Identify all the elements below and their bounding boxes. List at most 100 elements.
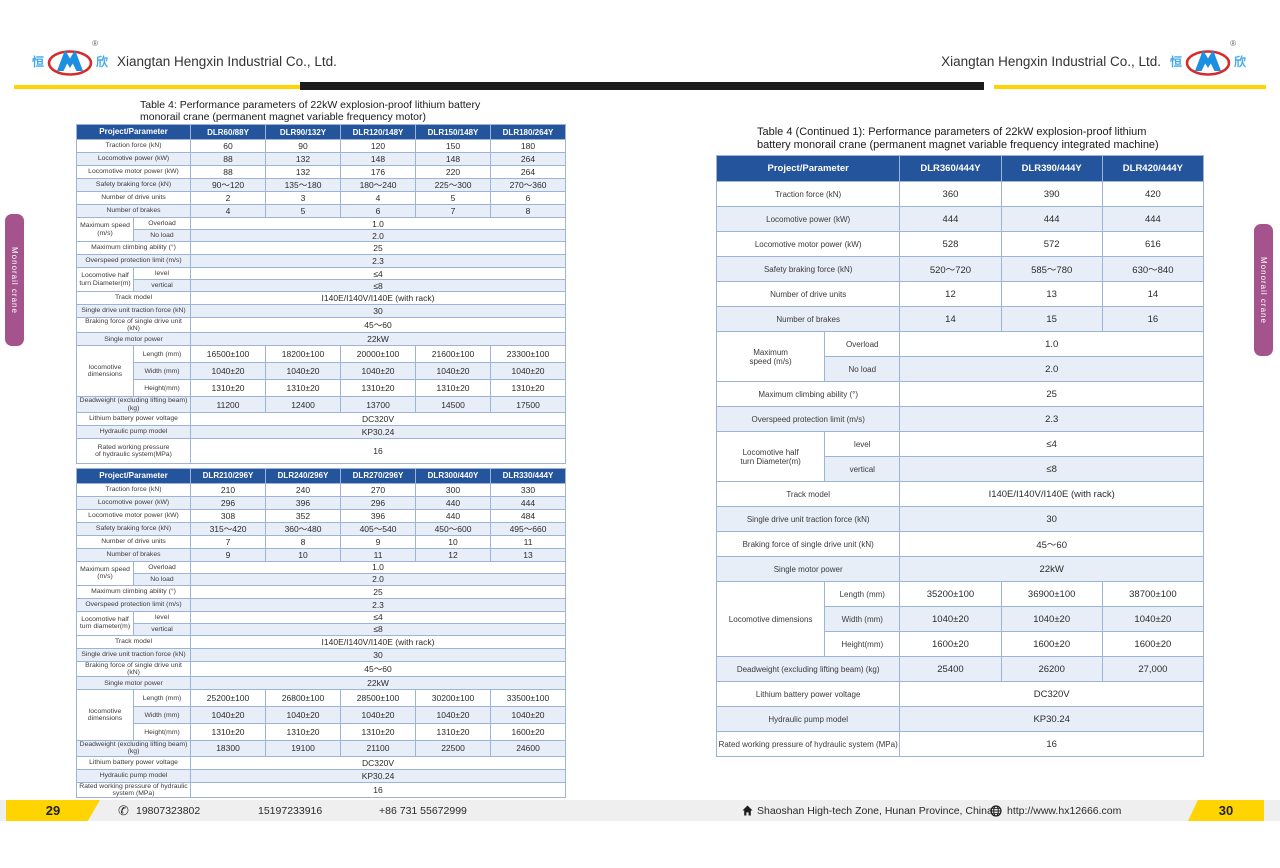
table-row: Locomotive power (kW) 444 444 444 bbox=[715, 206, 1205, 232]
table-header-row: Project/Parameter DLR60/88Y DLR90/132Y DLR1… bbox=[75, 124, 567, 140]
table4-title-line1: Table 4: Performance parameters of 22kW … bbox=[140, 99, 481, 111]
table-cell: 1310±20 bbox=[190, 379, 267, 398]
column-header-model: DLR360/444Y bbox=[899, 155, 1002, 182]
row-group-label: Locomotive half turn Diameter(m) bbox=[715, 431, 826, 482]
column-header: Project/Parameter bbox=[75, 467, 192, 484]
right-page-table: Project/Parameter DLR360/444Y DLR390/444Y D… bbox=[715, 155, 1205, 757]
row-label: Locomotive motor power (kW) bbox=[715, 231, 901, 257]
table-cell: 16500±100 bbox=[190, 345, 267, 364]
table-cell: 176 bbox=[340, 165, 417, 179]
table-row: vertical ≤8 bbox=[77, 279, 567, 292]
address-text: Shaoshan High-tech Zone, Hunan Province,… bbox=[757, 804, 993, 817]
table-cell: 7 bbox=[190, 534, 267, 549]
hengxin-logo: 恒 欣 ® bbox=[32, 39, 108, 78]
table-cell: 8 bbox=[265, 534, 342, 549]
table-cell: 33500±100 bbox=[490, 689, 567, 708]
company-name-right: Xiangtan Hengxin Industrial Co., Ltd. bbox=[941, 53, 1161, 69]
row-label: Rated working pressure of hydraulic syst… bbox=[75, 437, 192, 464]
table-row: Track model I140E/I140V/I140E (with rack) bbox=[75, 634, 567, 649]
table-cell: 132 bbox=[265, 165, 342, 179]
table-cell: 1310±20 bbox=[415, 379, 492, 398]
table-cell: 26200 bbox=[1000, 656, 1103, 682]
table4-continued-title: Table 4 (Continued 1): Performance param… bbox=[757, 126, 1159, 151]
table-cell: 20000±100 bbox=[340, 345, 417, 364]
table-row: Number of drive units 2 3 4 5 6 bbox=[75, 191, 567, 205]
column-header-model: DLR120/148Y bbox=[340, 124, 417, 140]
table-cell: 1600±20 bbox=[1101, 631, 1205, 657]
row-group-label: Maximum speed (m/s) bbox=[715, 331, 826, 382]
row-label: Traction force (kN) bbox=[75, 482, 192, 497]
table-cell: 9 bbox=[340, 534, 417, 549]
table-row: Single drive unit traction force (kN) 30 bbox=[75, 304, 567, 318]
table-cell: 1310±20 bbox=[415, 723, 492, 742]
row-label: Single motor power bbox=[715, 556, 901, 582]
table-cell: 88 bbox=[190, 152, 267, 166]
table-cell: 1040±20 bbox=[415, 362, 492, 381]
table-row: Braking force of single drive unit (kN) 4… bbox=[75, 660, 567, 678]
table-row: Rated working pressure of hydraulic syst… bbox=[75, 437, 567, 464]
row-label: Single motor power bbox=[75, 676, 192, 691]
row-label: Safety braking force (kN) bbox=[715, 256, 901, 282]
table-cell: 135～180 bbox=[265, 178, 342, 192]
table-cell: 405～540 bbox=[340, 521, 417, 536]
table-row: Lithium battery power voltage DC320V bbox=[75, 411, 567, 426]
table-cell-span: 45～60 bbox=[190, 660, 567, 678]
table-cell: 1040±20 bbox=[340, 362, 417, 381]
row-label: Number of brakes bbox=[715, 306, 901, 332]
row-sub-label: Overload bbox=[132, 560, 192, 574]
table-cell-span: I140E/I140V/I140E (with rack) bbox=[190, 291, 567, 305]
table-row: Single motor power 22kW bbox=[75, 332, 567, 347]
table-cell: 90～120 bbox=[190, 178, 267, 192]
table-cell: 308 bbox=[190, 508, 267, 523]
table-cell-span: 25 bbox=[899, 381, 1204, 407]
table-cell: 352 bbox=[265, 508, 342, 523]
table4-title: Table 4: Performance parameters of 22kW … bbox=[140, 99, 480, 123]
table-cell: 21100 bbox=[340, 740, 417, 757]
table-row: Overspeed protection limit (m/s) 2.3 bbox=[75, 597, 567, 612]
phone-number-3: +86 731 55672999 bbox=[379, 804, 467, 817]
table-cell: 630～840 bbox=[1101, 256, 1205, 282]
table-cell: 1310±20 bbox=[490, 379, 567, 398]
row-sub-label: Height(mm) bbox=[132, 723, 192, 742]
table-cell-span: ≤4 bbox=[190, 610, 567, 624]
row-sub-label: Length (mm) bbox=[132, 345, 192, 364]
table-row: Locomotive motor power (kW) 528 572 616 bbox=[715, 231, 1205, 257]
row-label: Single drive unit traction force (kN) bbox=[715, 506, 901, 532]
table-cell: 11 bbox=[340, 547, 417, 562]
table4-continued-title-line2: battery monorail crane (permanent magnet… bbox=[757, 138, 1159, 151]
row-label: Deadweight (excluding lifting beam) (kg) bbox=[75, 396, 192, 413]
column-header-model: DLR180/264Y bbox=[490, 124, 567, 140]
table-cell: 270 bbox=[340, 482, 417, 497]
table-cell: 440 bbox=[415, 495, 492, 510]
table-cell: 444 bbox=[490, 495, 567, 510]
table-row: Locomotive motor power (kW) 88 132 176 220 26… bbox=[75, 165, 567, 179]
row-label: Deadweight (excluding lifting beam) (kg) bbox=[715, 656, 901, 682]
table-row: Width (mm) 1040±20 1040±20 1040±20 1040±20 10… bbox=[77, 706, 567, 725]
row-label: Deadweight (excluding lifting beam) (kg) bbox=[75, 740, 192, 757]
table-cell: 1040±20 bbox=[490, 706, 567, 725]
table-cell: 1040±20 bbox=[340, 706, 417, 725]
table-cell-span: I140E/I140V/I140E (with rack) bbox=[190, 634, 567, 649]
registered-mark: ® bbox=[1230, 39, 1236, 48]
table-cell: 1040±20 bbox=[899, 606, 1002, 632]
phone-icon: ✆ bbox=[118, 802, 129, 818]
row-label: Number of brakes bbox=[75, 204, 192, 218]
table-cell: 440 bbox=[415, 508, 492, 523]
table-cell: 396 bbox=[340, 508, 417, 523]
row-label: Locomotive motor power (kW) bbox=[75, 165, 192, 179]
row-label: Overspeed protection limit (m/s) bbox=[715, 406, 901, 432]
side-tab-label: Monorail crane bbox=[10, 246, 19, 314]
table-cell: 18200±100 bbox=[265, 345, 342, 364]
table-row: Single motor power 22kW bbox=[715, 556, 1204, 582]
page-footer: 29 ✆ 19807323802 15197233916 +86 731 556… bbox=[0, 800, 1280, 821]
table-cell: 88 bbox=[190, 165, 267, 179]
table-row: Maximum climbing ability (°) 25 bbox=[75, 584, 567, 599]
table-row: Number of brakes 14 15 16 bbox=[715, 306, 1205, 332]
table-cell: 1040±20 bbox=[415, 706, 492, 725]
table-cell: 10 bbox=[415, 534, 492, 549]
row-label: Rated working pressure of hydraulic syst… bbox=[715, 731, 901, 757]
table-cell: 4 bbox=[190, 204, 267, 218]
column-header: Project/Parameter bbox=[715, 155, 901, 182]
table-cell: 300 bbox=[415, 482, 492, 497]
